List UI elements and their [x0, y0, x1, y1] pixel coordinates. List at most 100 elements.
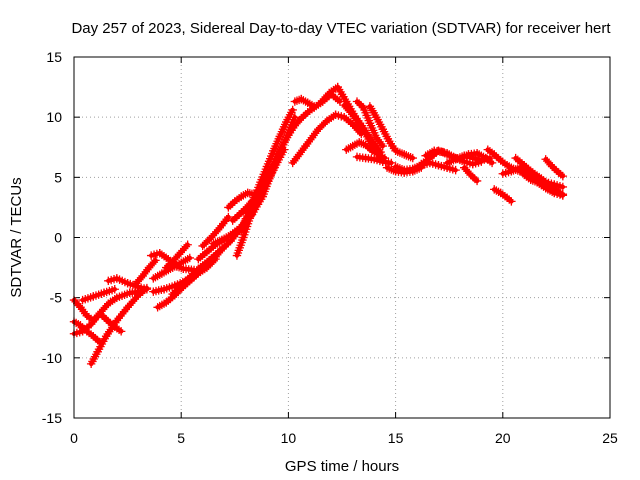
data-point	[399, 150, 409, 159]
data-point	[166, 259, 175, 268]
data-point	[404, 152, 413, 161]
data-point	[351, 114, 360, 123]
data-point	[350, 140, 360, 150]
y-axis-label: SDTVAR / TECUs	[8, 177, 25, 297]
data-point	[104, 299, 113, 308]
data-point	[397, 149, 407, 158]
data-point	[159, 299, 169, 308]
data-point	[136, 289, 145, 298]
data-point	[114, 325, 124, 335]
data-point	[485, 147, 495, 156]
y-tick-label: 5	[54, 169, 62, 185]
data-point	[299, 143, 309, 153]
data-point	[196, 262, 205, 272]
data-point	[475, 150, 484, 159]
data-point	[327, 113, 336, 122]
data-point	[138, 271, 147, 281]
x-tick-label: 15	[388, 430, 404, 446]
data-point	[447, 156, 456, 166]
data-point	[177, 258, 186, 267]
data-point	[116, 327, 126, 336]
data-point	[213, 248, 222, 257]
data-point	[228, 216, 237, 225]
series-track-4	[86, 283, 152, 369]
data-point	[155, 270, 164, 280]
x-tick-label: 10	[281, 430, 297, 446]
data-point	[232, 212, 242, 221]
y-tick-label: -10	[42, 350, 62, 366]
data-point	[425, 149, 435, 158]
data-point	[309, 131, 318, 140]
data-point	[295, 115, 304, 125]
data-point	[376, 151, 385, 160]
data-point	[515, 157, 525, 166]
data-point	[494, 154, 503, 163]
data-point	[365, 144, 375, 154]
data-point	[455, 153, 465, 162]
data-point	[472, 176, 482, 186]
data-point	[373, 135, 383, 144]
data-point	[217, 235, 227, 245]
data-point	[305, 99, 315, 109]
data-point	[406, 152, 415, 162]
data-point	[498, 157, 507, 167]
data-point	[110, 285, 119, 294]
data-point	[164, 296, 173, 305]
data-point	[237, 192, 246, 201]
data-point	[296, 148, 305, 157]
data-point	[449, 155, 458, 165]
data-point	[89, 331, 98, 341]
data-point	[200, 259, 209, 268]
data-point	[487, 148, 497, 158]
series-track-28	[352, 152, 396, 168]
data-point	[502, 193, 512, 202]
data-point	[410, 165, 420, 174]
x-tick-label: 5	[177, 430, 185, 446]
data-point	[545, 184, 555, 193]
data-point	[363, 142, 372, 152]
data-point	[77, 305, 87, 314]
data-point	[466, 170, 475, 180]
data-point	[288, 105, 297, 115]
data-point	[440, 149, 450, 158]
data-point	[464, 168, 474, 178]
data-point	[299, 112, 308, 121]
data-point	[451, 165, 460, 175]
data-point	[209, 252, 218, 261]
data-point	[161, 253, 171, 262]
data-point	[174, 259, 184, 269]
data-point	[384, 164, 394, 173]
axis-ticks: 0 5 10 15 20 25 -15 -10 -5 0 5 10 15	[42, 49, 618, 446]
series-track-34	[460, 163, 482, 186]
data-point	[302, 139, 312, 149]
data-point	[198, 251, 207, 260]
data-point	[82, 311, 92, 320]
data-point	[378, 141, 387, 151]
data-point	[427, 147, 437, 157]
data-point	[303, 108, 312, 117]
data-point	[155, 301, 164, 311]
data-point	[417, 159, 426, 169]
data-point	[558, 189, 568, 199]
data-point	[230, 197, 239, 206]
data-point	[215, 236, 224, 246]
data-point	[151, 273, 160, 282]
series-track-21	[288, 110, 366, 168]
series-track-3	[69, 287, 147, 338]
data-point	[157, 300, 167, 310]
data-point	[496, 156, 505, 165]
series-track-19	[228, 197, 257, 225]
data-point	[149, 274, 158, 283]
data-point	[125, 301, 134, 310]
data-point	[234, 210, 244, 219]
series-track-12	[161, 240, 192, 272]
data-point	[204, 245, 214, 255]
data-point	[537, 180, 546, 189]
data-point	[395, 164, 405, 173]
data-point	[234, 193, 244, 203]
data-point	[183, 240, 192, 249]
chart-title: Day 257 of 2023, Sidereal Day-to-day VTE…	[71, 20, 611, 37]
data-point	[372, 133, 381, 142]
data-point	[532, 177, 542, 187]
data-point	[84, 328, 94, 338]
